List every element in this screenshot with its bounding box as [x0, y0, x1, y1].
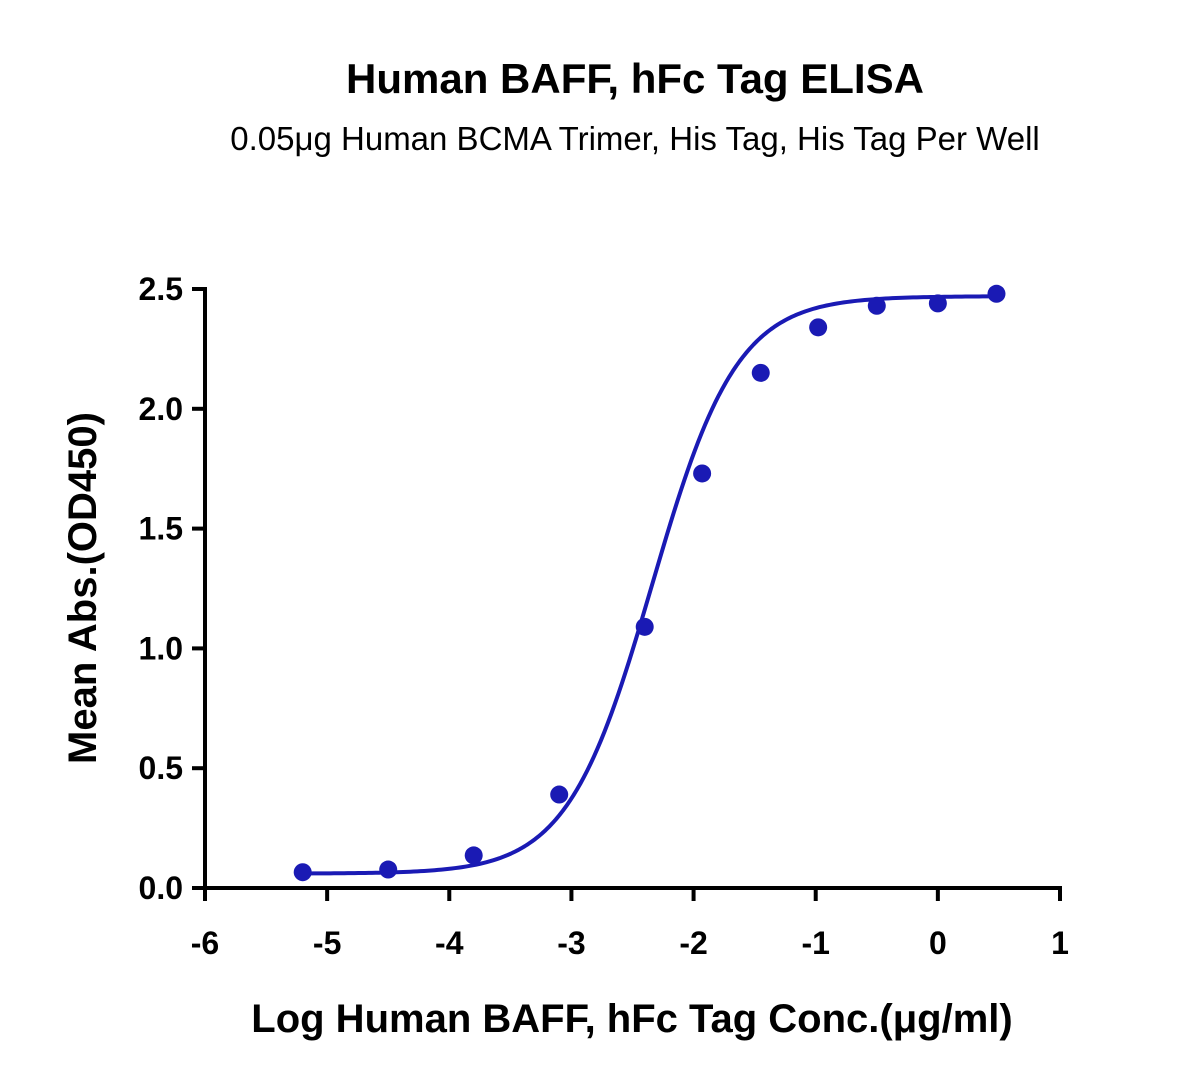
data-point — [464, 846, 483, 865]
chart-title: Human BAFF, hFc Tag ELISA — [346, 55, 924, 102]
data-point — [751, 363, 770, 382]
x-tick-label: -3 — [557, 925, 585, 961]
data-point — [809, 318, 828, 337]
chart-subtitle: 0.05μg Human BCMA Trimer, His Tag, His T… — [230, 120, 1039, 157]
y-tick-label: 2.0 — [139, 391, 183, 427]
data-point — [693, 464, 712, 483]
y-axis-title: Mean Abs.(OD450) — [61, 412, 105, 764]
x-tick-label: -4 — [435, 925, 464, 961]
y-tick-label: 0.5 — [139, 750, 183, 786]
data-point — [928, 294, 947, 313]
data-point — [550, 785, 569, 804]
x-tick-label: -5 — [313, 925, 341, 961]
y-tick-label: 2.5 — [139, 271, 183, 307]
data-point — [635, 617, 654, 636]
data-point — [379, 860, 398, 879]
x-tick-label: 1 — [1051, 925, 1069, 961]
x-tick-label: 0 — [929, 925, 947, 961]
data-point — [987, 284, 1006, 303]
fit-curve — [300, 294, 999, 876]
y-tick-label: 0.0 — [139, 870, 183, 906]
y-tick-label: 1.5 — [139, 511, 183, 547]
data-point — [867, 296, 886, 315]
data-point — [293, 863, 312, 882]
x-tick-label: -6 — [191, 925, 219, 961]
plot-area: -6 -5 -4 -3 -2 -1 0 1 0.0 0.5 1.0 1.5 2.0 2.5 — [139, 271, 1069, 961]
x-axis-title: Log Human BAFF, hFc Tag Conc.(μg/ml) — [251, 997, 1012, 1041]
x-tick-label: -1 — [801, 925, 829, 961]
y-tick-label: 1.0 — [139, 630, 183, 666]
x-tick-label: -2 — [679, 925, 707, 961]
